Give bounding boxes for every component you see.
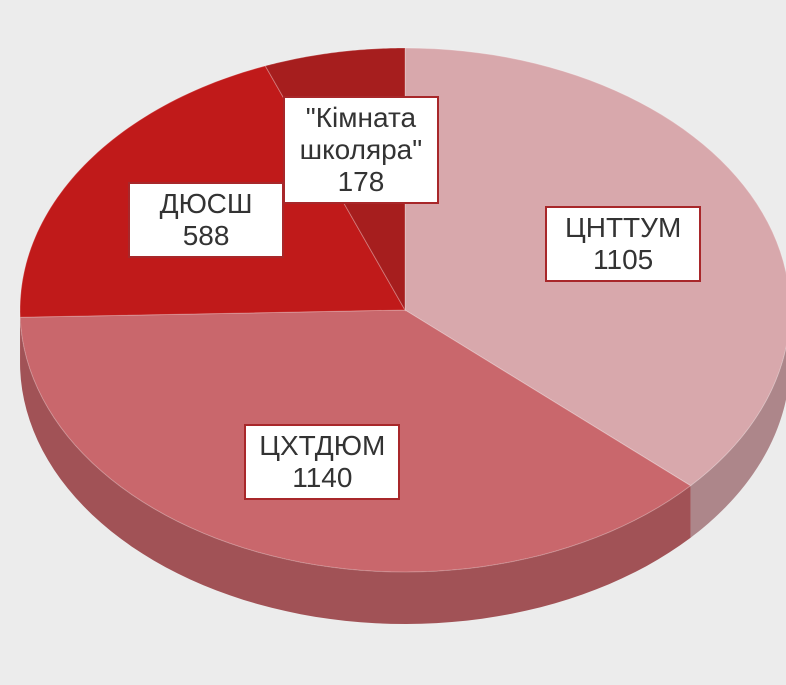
data-label: ЦНТТУМ 1105 — [545, 206, 702, 283]
value-label: 1140 — [292, 462, 353, 494]
category-label: ДЮСШ — [159, 188, 253, 220]
pie-side — [690, 347, 786, 538]
data-label: ЦХТДЮМ 1140 — [244, 424, 401, 501]
category-label: ЦНТТУМ — [565, 212, 682, 244]
pie-side — [20, 317, 691, 624]
category-label: "Кімната школяра" — [299, 102, 423, 166]
category-label: ЦХТДЮМ — [259, 430, 386, 462]
value-label: 588 — [182, 220, 230, 252]
data-label: "Кімната школяра" 178 — [282, 96, 439, 205]
data-label: ДЮСШ 588 — [128, 182, 285, 259]
value-label: 1105 — [593, 244, 654, 276]
value-label: 178 — [337, 166, 385, 198]
